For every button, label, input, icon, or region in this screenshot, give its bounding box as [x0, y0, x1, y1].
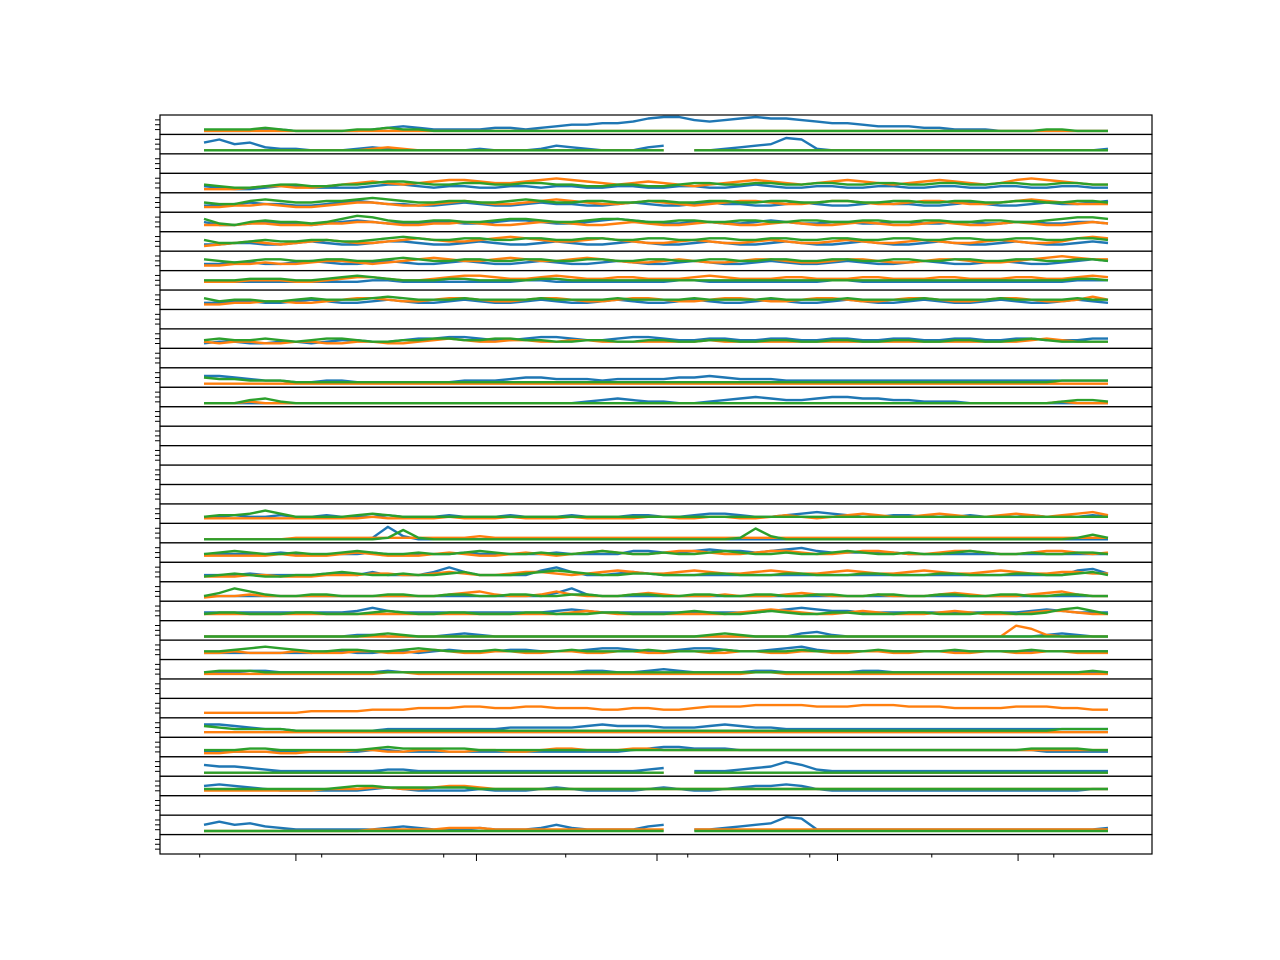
subplot-panel [155, 114, 1153, 136]
series-line-3 [203, 337, 1108, 343]
series-line-1 [203, 183, 1108, 191]
series-line-3 [203, 669, 1109, 674]
series-line-3 [204, 645, 1108, 653]
series-line-3 [203, 180, 1108, 189]
series-line-2 [204, 671, 1108, 676]
subplot-panel [155, 172, 1153, 194]
subplot-panel [155, 542, 1153, 563]
series-line-1 [204, 606, 1108, 614]
series-line-1 [204, 258, 1109, 266]
series-line-3 [203, 569, 1109, 578]
series-line-3 [204, 784, 1108, 791]
series-line-1 [204, 279, 1108, 283]
subplot-panel [155, 814, 1153, 836]
series-line-3 [204, 126, 1108, 133]
subplot-panel [155, 367, 1153, 388]
series-line-1 [204, 546, 1108, 556]
subplot-panel [155, 756, 1153, 777]
series-line-3 [203, 376, 1108, 384]
series-line-2 [203, 337, 1108, 345]
subplot-panel [155, 386, 1153, 408]
subplot-panel [155, 328, 1153, 349]
series-line-2 [204, 274, 1109, 283]
series-line-3 [203, 724, 1108, 732]
subplot-panel [155, 775, 1153, 797]
subplot-panel [155, 250, 1153, 272]
series-line-2 [204, 703, 1108, 714]
subplot-panel [155, 620, 1153, 641]
series-line-2 [204, 220, 1109, 227]
series-line-3 [204, 745, 1108, 752]
series-line-2 [204, 535, 1108, 541]
subplot-panel [155, 736, 1153, 758]
series-line-3 [203, 509, 1108, 518]
series-line-3 [204, 274, 1109, 282]
series-line-3 [203, 235, 1109, 245]
series-line-3 [203, 587, 1108, 598]
subplot-panel [155, 211, 1153, 233]
series-line-2 [204, 177, 1108, 191]
subplot-panel [155, 717, 1153, 738]
series-line-1 [204, 298, 1109, 304]
subplot-panel [155, 600, 1153, 622]
series-line-3 [204, 527, 1109, 541]
series-line-3 [203, 214, 1109, 227]
series-line-3 [204, 397, 1109, 405]
subplot-panel [155, 231, 1153, 252]
series-line-3 [203, 295, 1108, 303]
series-line-3 [203, 196, 1109, 206]
series-line-2 [204, 648, 1108, 655]
series-line-3 [203, 606, 1109, 616]
series-line-2 [203, 235, 1109, 248]
subplot-panel [155, 269, 1153, 291]
subplot-panel [155, 561, 1153, 583]
series-line-3 [203, 256, 1109, 264]
x-axis [199, 854, 1055, 861]
series-line-3 [203, 549, 1109, 556]
subplot-panel [155, 833, 1153, 855]
series-line-1 [203, 760, 1108, 773]
subplot-stack [155, 114, 1153, 855]
series-line-3 [204, 632, 1108, 638]
subplot-frame [159, 833, 1153, 855]
